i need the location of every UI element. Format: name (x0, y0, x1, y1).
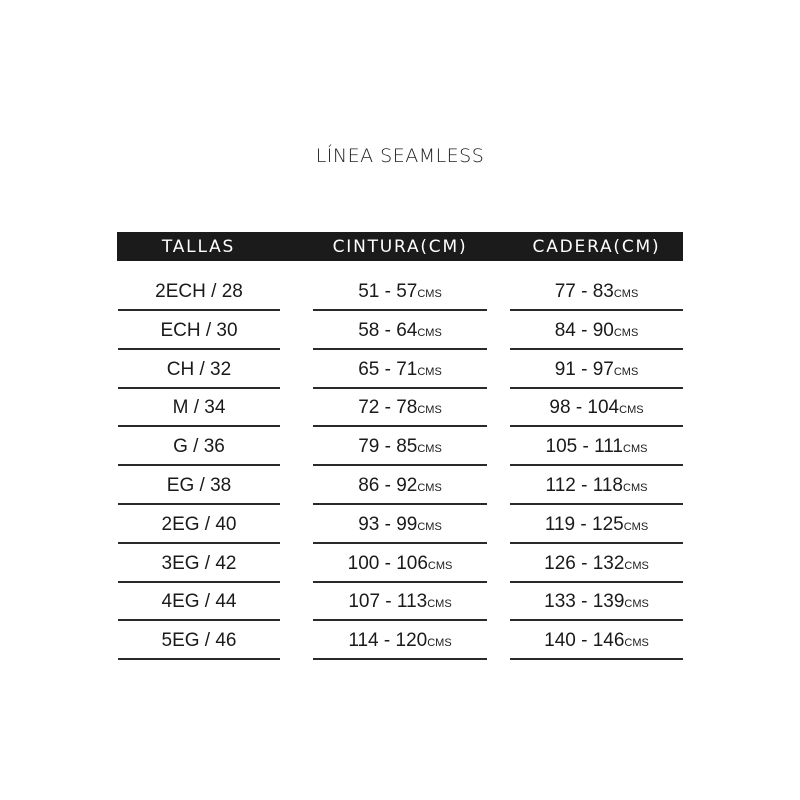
waist-range: 51 - 57 (358, 281, 418, 302)
unit-label: CMS (619, 404, 644, 417)
size-cell: 2EG / 40 (118, 506, 280, 544)
unit-label: CMS (613, 365, 639, 378)
size-cell: EG / 38 (118, 467, 280, 505)
unit-label: CMS (623, 520, 649, 533)
waist-cell: 93 - 99CMS (313, 506, 487, 544)
hip-range: 126 - 132 (544, 552, 625, 574)
size-label: 2ECH / 28 (155, 281, 243, 302)
waist-range: 100 - 106 (347, 552, 428, 574)
size-label: 3EG / 42 (161, 552, 237, 574)
header-cintura: CINTURA(CM) (332, 237, 468, 257)
waist-range: 65 - 71 (358, 358, 418, 380)
table-row: 4EG / 44 107 - 113CMS 133 - 139CMS (0, 583, 800, 622)
hip-cell: 91 - 97CMS (510, 351, 683, 389)
hip-range: 105 - 111 (545, 436, 623, 458)
waist-cell: 65 - 71CMS (313, 351, 487, 389)
hip-cell: 77 - 83CMS (510, 273, 683, 311)
table-row: 2EG / 40 93 - 99CMS 119 - 125CMS (0, 506, 800, 545)
hip-cell: 126 - 132CMS (510, 545, 683, 583)
size-cell: M / 34 (118, 389, 280, 428)
unit-label: CMS (427, 559, 453, 572)
waist-range: 93 - 99 (358, 513, 418, 535)
size-label: ECH / 30 (160, 319, 238, 341)
hip-range: 112 - 118 (545, 475, 623, 496)
unit-label: CMS (623, 443, 648, 456)
unit-label: CMS (613, 288, 639, 300)
hip-range: 133 - 139 (544, 591, 625, 613)
table-row: CH / 32 65 - 71CMS 91 - 97CMS (0, 351, 800, 390)
size-cell: 4EG / 44 (118, 583, 280, 622)
unit-label: CMS (624, 598, 649, 611)
waist-cell: 72 - 78CMS (313, 389, 487, 428)
table-row: 3EG / 42 100 - 106CMS 126 - 132CMS (0, 545, 800, 584)
table-row: M / 34 72 - 78CMS 98 - 104CMS (0, 389, 800, 428)
hip-cell: 112 - 118CMS (510, 467, 683, 505)
waist-range: 107 - 113 (348, 591, 428, 613)
waist-cell: 58 - 64CMS (313, 312, 487, 350)
table-row: 5EG / 46 114 - 120CMS 140 - 146CMS (0, 622, 800, 661)
unit-label: CMS (417, 288, 442, 300)
waist-range: 72 - 78 (358, 397, 418, 419)
hip-range: 91 - 97 (554, 358, 614, 380)
size-label: EG / 38 (166, 475, 232, 496)
unit-label: CMS (427, 598, 452, 611)
header-cadera: CADERA(CM) (532, 237, 661, 257)
size-label: G / 36 (173, 436, 225, 458)
size-cell: ECH / 30 (118, 312, 280, 350)
table-row: G / 36 79 - 85CMS 105 - 111CMS (0, 428, 800, 467)
size-label: 4EG / 44 (161, 591, 237, 613)
size-cell: G / 36 (118, 428, 280, 467)
size-label: M / 34 (172, 397, 226, 419)
size-cell: 5EG / 46 (118, 622, 280, 661)
waist-range: 114 - 120 (348, 630, 428, 652)
waist-cell: 107 - 113CMS (313, 583, 487, 622)
hip-range: 98 - 104 (549, 397, 620, 419)
unit-label: CMS (624, 559, 649, 572)
size-cell: 2ECH / 28 (118, 273, 280, 311)
table-row: EG / 38 86 - 92CMS 112 - 118CMS (0, 467, 800, 506)
waist-range: 79 - 85 (358, 436, 418, 458)
hip-cell: 140 - 146CMS (510, 622, 683, 661)
size-label: CH / 32 (166, 358, 232, 380)
unit-label: CMS (624, 637, 649, 650)
hip-cell: 105 - 111CMS (510, 428, 683, 467)
unit-label: CMS (417, 520, 442, 533)
hip-cell: 133 - 139CMS (510, 583, 683, 622)
header-tallas: TALLAS (161, 237, 236, 257)
waist-cell: 114 - 120CMS (313, 622, 487, 661)
waist-range: 58 - 64 (358, 319, 418, 341)
size-cell: CH / 32 (118, 351, 280, 389)
hip-range: 140 - 146 (544, 630, 625, 652)
size-cell: 3EG / 42 (118, 545, 280, 583)
waist-cell: 79 - 85CMS (313, 428, 487, 467)
size-label: 2EG / 40 (161, 513, 237, 535)
hip-range: 77 - 83 (554, 281, 614, 302)
unit-label: CMS (417, 326, 442, 339)
table-row: ECH / 30 58 - 64CMS 84 - 90CMS (0, 312, 800, 351)
unit-label: CMS (623, 482, 648, 494)
page-title: LÍNEA SEAMLESS (315, 145, 485, 167)
hip-range: 84 - 90 (554, 319, 614, 341)
unit-label: CMS (417, 443, 442, 456)
hip-range: 119 - 125 (544, 513, 624, 535)
unit-label: CMS (417, 482, 442, 494)
hip-cell: 84 - 90CMS (510, 312, 683, 350)
unit-label: CMS (417, 365, 442, 378)
table-header: TALLAS CINTURA(CM) CADERA(CM) (117, 232, 683, 261)
waist-range: 86 - 92 (358, 475, 418, 496)
size-label: 5EG / 46 (161, 630, 237, 652)
hip-cell: 119 - 125CMS (510, 506, 683, 544)
unit-label: CMS (613, 326, 639, 339)
waist-cell: 86 - 92CMS (313, 467, 487, 505)
waist-cell: 100 - 106CMS (313, 545, 487, 583)
hip-cell: 98 - 104CMS (510, 389, 683, 428)
waist-cell: 51 - 57CMS (313, 273, 487, 311)
unit-label: CMS (427, 637, 452, 650)
table-row: 2ECH / 28 51 - 57CMS 77 - 83CMS (0, 273, 800, 312)
unit-label: CMS (417, 404, 442, 417)
